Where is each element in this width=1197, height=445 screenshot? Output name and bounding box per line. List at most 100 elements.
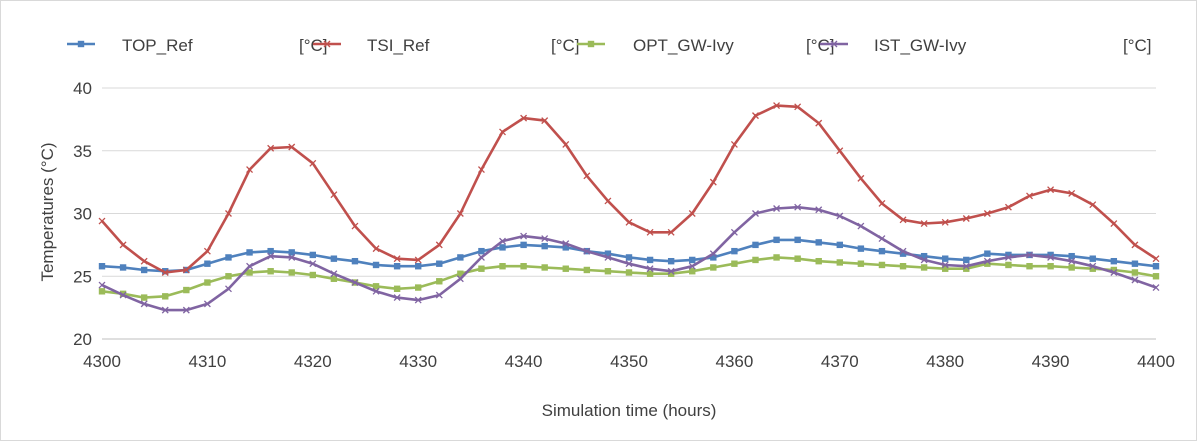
data-point — [646, 265, 654, 273]
data-point-stroke — [830, 40, 838, 48]
data-point — [794, 103, 802, 111]
data-point-stroke — [182, 266, 190, 274]
data-point — [1068, 189, 1076, 197]
data-point — [182, 266, 190, 274]
data-point — [836, 241, 843, 249]
data-point — [393, 285, 401, 292]
data-point — [246, 249, 253, 256]
grid-lines — [102, 87, 1156, 277]
data-point-stroke — [583, 247, 591, 255]
data-point-stroke — [920, 256, 928, 264]
data-point — [1047, 263, 1054, 270]
y-tick-label: 40 — [73, 79, 92, 98]
data-point-stroke — [878, 200, 886, 207]
data-point — [625, 269, 633, 276]
data-point-stroke — [1026, 192, 1033, 200]
data-point — [899, 263, 907, 270]
data-point — [920, 256, 928, 264]
data-point-stroke — [625, 260, 633, 268]
data-point — [1152, 273, 1160, 280]
data-point — [646, 256, 654, 264]
data-point — [415, 284, 422, 291]
legend-item: IST_GW-Ivy [°C] — [820, 36, 1152, 55]
data-point — [393, 294, 401, 302]
data-point — [351, 222, 359, 230]
data-point-stroke — [225, 210, 232, 217]
data-point — [267, 144, 275, 152]
data-point — [1026, 192, 1033, 200]
series-line — [101, 104, 1157, 274]
data-point — [1110, 257, 1118, 265]
data-point — [499, 263, 506, 270]
data-point-stroke — [323, 40, 331, 48]
data-point — [625, 218, 633, 226]
data-point — [625, 254, 633, 261]
y-tick-label: 30 — [73, 205, 92, 224]
data-point — [98, 263, 106, 270]
data-point — [709, 250, 717, 258]
data-point — [962, 262, 970, 270]
data-point — [857, 174, 865, 182]
y-tick-label: 35 — [73, 142, 92, 161]
data-point — [646, 228, 654, 236]
data-point-stroke — [456, 275, 464, 283]
data-point — [372, 287, 380, 295]
data-point-stroke — [435, 291, 443, 299]
data-point — [794, 203, 802, 211]
data-point-stroke — [709, 250, 717, 258]
data-point — [119, 264, 127, 271]
data-point — [499, 128, 506, 136]
data-point — [878, 247, 886, 255]
data-point — [183, 286, 190, 294]
data-point — [773, 236, 780, 244]
data-point — [246, 166, 254, 174]
data-point — [730, 228, 738, 236]
data-point-stroke — [625, 218, 633, 226]
x-tick-label: 4400 — [1137, 352, 1175, 371]
data-point-stroke — [920, 220, 928, 227]
data-point — [688, 210, 696, 217]
data-point — [1089, 255, 1096, 262]
data-point — [435, 291, 443, 299]
data-point-stroke — [1026, 251, 1033, 259]
data-point-stroke — [393, 294, 401, 302]
legend-unit: [°C] — [1123, 36, 1152, 55]
data-point-stroke — [1152, 255, 1160, 263]
data-point — [162, 293, 169, 300]
data-point-stroke — [899, 247, 907, 255]
series-group — [98, 102, 1160, 314]
data-point-stroke — [1004, 253, 1012, 261]
data-point — [625, 260, 633, 268]
data-point-stroke — [646, 265, 654, 273]
data-point — [689, 268, 696, 275]
data-point — [604, 253, 612, 261]
data-point-stroke — [499, 237, 506, 245]
data-point — [1089, 262, 1097, 270]
data-point — [204, 260, 211, 267]
data-point-stroke — [857, 222, 865, 230]
data-point — [583, 172, 591, 180]
data-point-stroke — [541, 235, 549, 243]
data-point-stroke — [773, 205, 781, 212]
data-point — [330, 255, 338, 262]
data-point-stroke — [752, 210, 759, 217]
data-point — [1026, 263, 1033, 270]
data-point-stroke — [330, 270, 338, 278]
series-IST_GW-Ivy — [98, 203, 1160, 314]
data-point — [667, 228, 675, 236]
x-tick-label: 4310 — [188, 352, 226, 371]
data-point — [520, 241, 527, 249]
data-point — [499, 244, 506, 251]
x-tick-label: 4360 — [715, 352, 753, 371]
data-point — [1068, 264, 1075, 271]
data-point — [372, 283, 380, 290]
data-point — [731, 247, 738, 255]
data-point — [499, 237, 506, 245]
data-point — [161, 269, 169, 276]
series-TSI_Ref — [98, 102, 1160, 276]
data-point — [520, 232, 528, 240]
data-point — [1110, 220, 1118, 227]
data-point-stroke — [688, 210, 696, 217]
x-tick-label: 4300 — [83, 352, 121, 371]
data-point-stroke — [857, 174, 865, 182]
